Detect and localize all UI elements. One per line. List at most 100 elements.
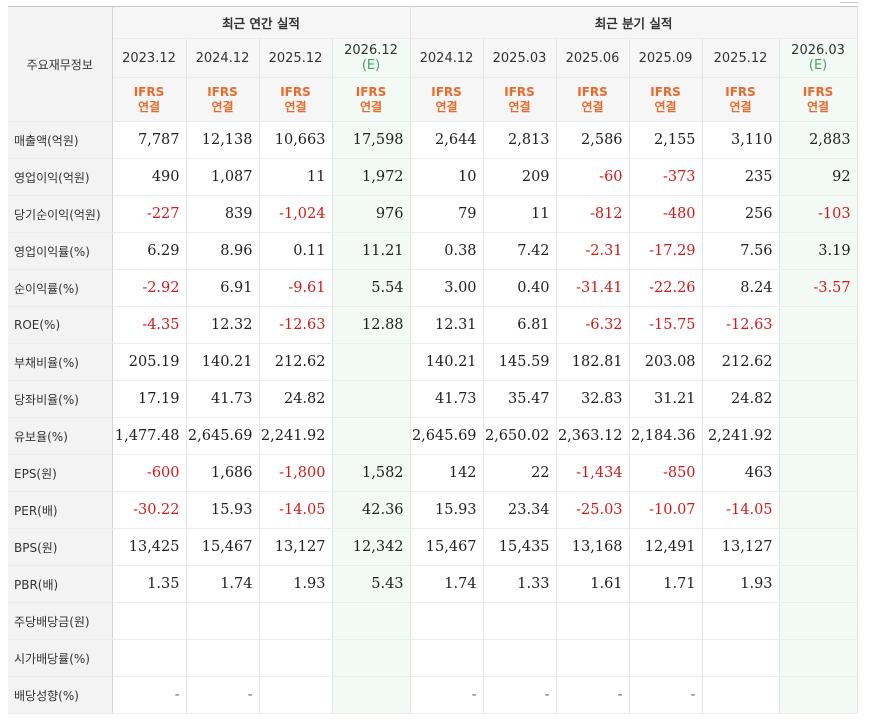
table-cell [779, 602, 858, 640]
table-cell [259, 639, 333, 677]
table-cell: 2,363.12 [556, 417, 630, 455]
table-cell: -6.32 [556, 306, 630, 344]
table-cell: 142 [409, 454, 484, 492]
table-cell [259, 676, 333, 714]
table-cell [186, 602, 260, 640]
table-cell: 12,491 [629, 528, 703, 566]
table-row: PER(배) -30.22 15.93 -14.05 42.36 15.93 23.34 -2… [8, 491, 858, 529]
row-label: 매출액(억원) [8, 121, 113, 159]
table-cell: 235 [702, 158, 780, 196]
table-cell: 6.29 [112, 232, 187, 270]
table-cell: 140.21 [409, 343, 484, 381]
table-cell: 256 [702, 195, 780, 233]
basis-header: IFRS 연결 [186, 77, 260, 122]
period-header: 2024.12 [186, 38, 260, 78]
period-header: 2025.03 [483, 38, 557, 78]
table-cell [702, 676, 780, 714]
table-row: 영업이익(억원) 490 1,087 11 1,972 10 209 -60 -373 235 92 [8, 158, 858, 196]
basis-consolidated: 연결 [581, 99, 604, 114]
table-cell: 2,644 [409, 121, 484, 159]
period-label: 2024.12 [195, 50, 250, 66]
row-label: ROE(%) [8, 306, 113, 344]
table-cell: 15,467 [409, 528, 484, 566]
table-cell: -30.22 [112, 491, 187, 529]
row-label: 유보율(%) [8, 417, 113, 455]
table-row: 주당배당금(원) [8, 602, 858, 640]
table-row: 당좌비율(%) 17.19 41.73 24.82 41.73 35.47 32.83 31.… [8, 380, 858, 418]
basis-ifrs: IFRS [802, 84, 834, 99]
table-cell: 3.19 [779, 232, 858, 270]
table-row: 유보율(%) 1,477.48 2,645.69 2,241.92 2,645.69 2,… [8, 417, 858, 455]
table-cell: 205.19 [112, 343, 187, 381]
table-cell: 7.42 [483, 232, 557, 270]
table-cell: 1,582 [332, 454, 411, 492]
period-header: 2026.12 (E) [332, 38, 411, 78]
table-cell: 23.34 [483, 491, 557, 529]
table-cell: 0.38 [409, 232, 484, 270]
table-cell [112, 639, 187, 677]
basis-header: IFRS 연결 [112, 77, 187, 122]
table-cell: 2,645.69 [186, 417, 260, 455]
table-cell: 24.82 [702, 380, 780, 418]
table-cell: 2,241.92 [702, 417, 780, 455]
basis-ifrs: IFRS [355, 84, 387, 99]
table-cell: 6.91 [186, 269, 260, 307]
table-cell: -103 [779, 195, 858, 233]
table-cell: - [629, 676, 703, 714]
basis-header: IFRS 연결 [332, 77, 411, 122]
table-cell: 12.31 [409, 306, 484, 344]
table-cell: 1.74 [409, 565, 484, 603]
basis-ifrs: IFRS [207, 84, 238, 99]
period-label: 2024.12 [419, 50, 474, 66]
basis-ifrs: IFRS [504, 84, 535, 99]
table-cell: -15.75 [629, 306, 703, 344]
table-row: 영업이익률(%) 6.29 8.96 0.11 11.21 0.38 7.42 -2.31 -1… [8, 232, 858, 270]
table-cell: -14.05 [702, 491, 780, 529]
table-cell [629, 602, 703, 640]
table-cell [779, 528, 858, 566]
table-cell: 1.33 [483, 565, 557, 603]
table-cell [112, 602, 187, 640]
table-cell: 79 [409, 195, 484, 233]
row-label: 주당배당금(원) [8, 602, 113, 640]
table-cell: -2.92 [112, 269, 187, 307]
table-cell: 15,435 [483, 528, 557, 566]
row-label: BPS(원) [8, 528, 113, 566]
table-row: 부채비율(%) 205.19 140.21 212.62 140.21 145.59 182… [8, 343, 858, 381]
table-cell: 1,686 [186, 454, 260, 492]
table-cell [779, 417, 858, 455]
basis-consolidated: 연결 [508, 99, 531, 114]
table-row: 당기순이익(억원) -227 839 -1,024 976 79 11 -812 -480 256… [8, 195, 858, 233]
table-row: EPS(원) -600 1,686 -1,800 1,582 142 22 -1,434 -85… [8, 454, 858, 492]
table-cell [779, 306, 858, 344]
table-cell: 11.21 [332, 232, 411, 270]
table-row: 순이익률(%) -2.92 6.91 -9.61 5.54 3.00 0.40 -31.41-… [8, 269, 858, 307]
basis-ifrs: IFRS [431, 84, 462, 99]
table-cell: - [112, 676, 187, 714]
table-cell [332, 380, 411, 418]
table-cell: 3.00 [409, 269, 484, 307]
row-label: 순이익률(%) [8, 269, 113, 307]
table-cell: 15.93 [186, 491, 260, 529]
period-label: 2025.12 [268, 50, 323, 66]
basis-consolidated: 연결 [359, 99, 383, 114]
basis-header: IFRS 연결 [702, 77, 780, 122]
table-cell: 13,425 [112, 528, 187, 566]
row-label: PBR(배) [8, 565, 113, 603]
table-cell: 1,087 [186, 158, 260, 196]
basis-header: IFRS 연결 [629, 77, 703, 122]
table-cell: 1,477.48 [112, 417, 187, 455]
table-cell: 11 [483, 195, 557, 233]
table-cell: 7.56 [702, 232, 780, 270]
table-cell: 2,650.02 [483, 417, 557, 455]
table-cell [779, 491, 858, 529]
table-cell: -4.35 [112, 306, 187, 344]
table-cell: 12.88 [332, 306, 411, 344]
table-cell [779, 565, 858, 603]
table-cell: 0.40 [483, 269, 557, 307]
basis-consolidated: 연결 [654, 99, 677, 114]
table-row: BPS(원) 13,425 15,467 13,127 12,342 15,467 15,4… [8, 528, 858, 566]
period-label: 2025.09 [638, 50, 693, 66]
table-cell: -14.05 [259, 491, 333, 529]
